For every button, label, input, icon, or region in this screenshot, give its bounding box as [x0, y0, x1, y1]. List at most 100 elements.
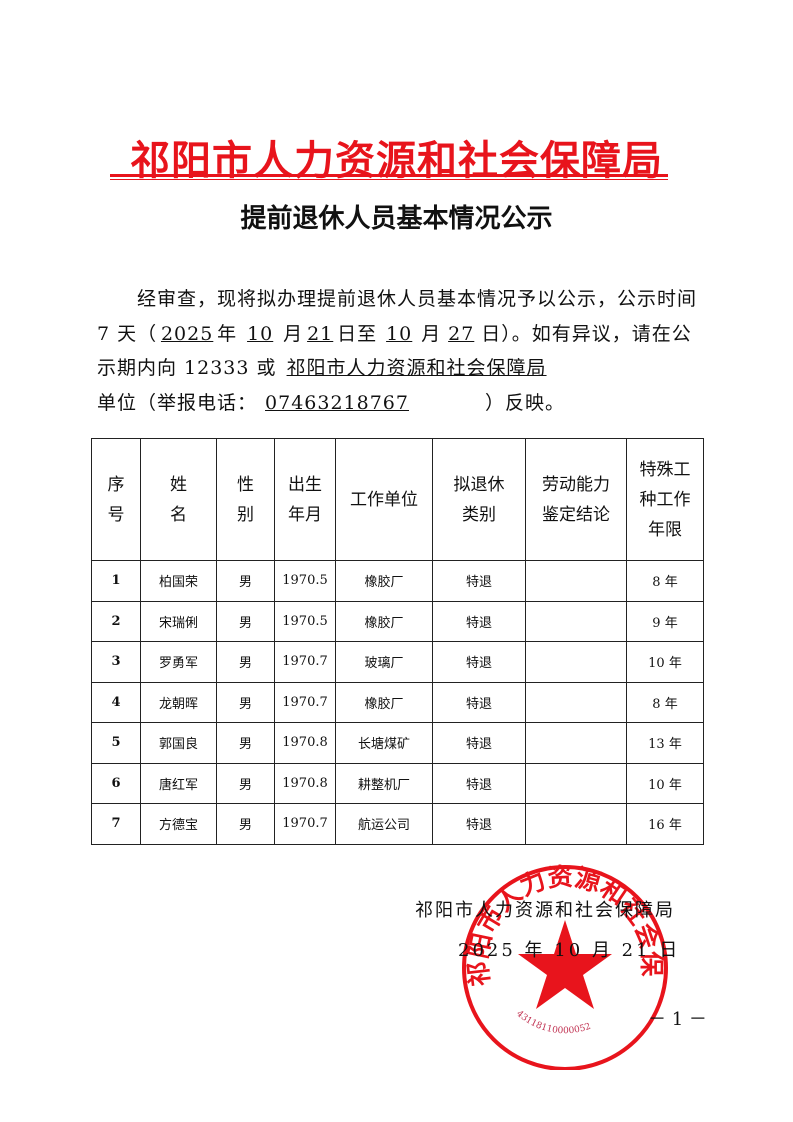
table-cell: 1970.8	[274, 722, 336, 764]
column-header: 出生年月	[274, 438, 336, 561]
table-cell: 男	[216, 762, 275, 804]
table-cell: 特退	[432, 681, 526, 723]
column-header: 劳动能力鉴定结论	[525, 438, 627, 561]
year-field: 2025	[160, 322, 214, 345]
column-header: 特殊工种工作年限	[626, 438, 704, 561]
table-cell: 橡胶厂	[335, 600, 433, 642]
column-header-label: 拟退休类别	[453, 474, 505, 525]
table-cell: 柏国荣	[140, 560, 217, 602]
table-cell: 特退	[432, 600, 526, 642]
table-cell: 特退	[432, 803, 526, 845]
table-cell: 男	[216, 641, 275, 683]
table-cell: 玻璃厂	[335, 641, 433, 683]
table-cell: 1970.5	[274, 560, 336, 602]
table-cell: 1970.7	[274, 681, 336, 723]
text: ）反映。	[485, 391, 566, 414]
table-cell	[525, 681, 627, 723]
table-cell: 8 年	[626, 681, 704, 723]
table-cell: 5	[91, 722, 141, 764]
column-header: 拟退休类别	[432, 438, 526, 561]
notice-text: 经审查，现将拟办理提前退休人员基本情况予以公示，公示时间 7 天（	[97, 288, 698, 345]
table-cell: 1	[91, 560, 141, 602]
table-cell: 1970.7	[274, 641, 336, 683]
month-start: 10	[247, 322, 274, 345]
table-cell: 橡胶厂	[335, 681, 433, 723]
column-header-label: 姓名	[170, 474, 187, 525]
column-header: 工作单位	[335, 438, 433, 561]
table-cell: 耕整机厂	[335, 762, 433, 804]
table-cell: 方德宝	[140, 803, 217, 845]
unit-field: 祁阳市人力资源和社会保障局	[286, 357, 547, 379]
table-cell: 1970.5	[274, 600, 336, 642]
table-cell: 10 年	[626, 641, 704, 683]
table-cell: 1970.8	[274, 762, 336, 804]
table-cell: 宋瑞俐	[140, 600, 217, 642]
month-end: 10	[386, 322, 413, 345]
table-cell: 1970.7	[274, 803, 336, 845]
table-cell: 3	[91, 641, 141, 683]
table-cell: 男	[216, 600, 275, 642]
table-cell: 4	[91, 681, 141, 723]
table-cell: 罗勇军	[140, 641, 217, 683]
table-cell: 特退	[432, 560, 526, 602]
table-cell	[525, 722, 627, 764]
table-cell: 橡胶厂	[335, 560, 433, 602]
table-cell: 2	[91, 600, 141, 642]
table-cell: 长塘煤矿	[335, 722, 433, 764]
table-cell: 男	[216, 722, 275, 764]
table-row: 1 柏国荣男 1970.5 橡胶厂 特退 8 年	[91, 560, 704, 602]
title-rule-thin	[110, 179, 668, 180]
seal-ring	[462, 865, 668, 1070]
sign-date: 2025 年 10 月 21 日	[458, 940, 681, 961]
table-row: 5 郭国良男 1970.8 长塘煤矿 特退 13 年	[91, 722, 704, 764]
phone-field: 07463218767	[265, 391, 409, 414]
column-header: 性别	[216, 438, 275, 561]
table-cell: 10 年	[626, 762, 704, 804]
page-number: － 1 －	[648, 1009, 707, 1030]
table-row: 6 唐红军男 1970.8 耕整机厂 特退 10 年	[91, 762, 704, 804]
column-header: 序号	[91, 438, 141, 561]
day-end: 27	[448, 322, 475, 345]
text: 单位（举报电话：	[97, 391, 258, 414]
table-cell: 9 年	[626, 600, 704, 642]
table-cell: 男	[216, 681, 275, 723]
official-seal: 祁阳市人力资源和社会保障局 43118110000052	[460, 860, 668, 1070]
table-row: 4 龙朝晖男 1970.7 橡胶厂 特退 8 年	[91, 681, 704, 723]
table-row: 2 宋瑞俐男 1970.5 橡胶厂 特退 9 年	[91, 600, 704, 642]
retiree-table: 序号 姓名 性别 出生年月 工作单位 拟退休类别 劳动能力鉴定结论 特殊工种工作年限 1 柏国荣…	[91, 438, 704, 845]
table-cell: 唐红军	[140, 762, 217, 804]
text: 月	[283, 322, 304, 345]
column-header-label: 特殊工种工作年限	[639, 459, 691, 540]
column-header-label: 工作单位	[350, 489, 418, 510]
table-row: 3 罗勇军男 1970.7 玻璃厂 特退 10 年	[91, 641, 704, 683]
table-cell	[525, 762, 627, 804]
table-cell: 13 年	[626, 722, 704, 764]
day-start: 21	[307, 322, 334, 345]
table-cell: 特退	[432, 722, 526, 764]
table-cell	[525, 600, 627, 642]
table-cell: 航运公司	[335, 803, 433, 845]
table-cell: 特退	[432, 641, 526, 683]
table-cell	[525, 560, 627, 602]
doc-subtitle: 提前退休人员基本情况公示	[240, 204, 553, 234]
text: 日）。如有异议，请在公示期内向 12333 或	[97, 322, 692, 380]
table-cell: 8 年	[626, 560, 704, 602]
table-cell: 龙朝晖	[140, 681, 217, 723]
seal-code: 43118110000052	[514, 1009, 592, 1036]
org-title: 祁阳市人力资源和社会保障局	[130, 137, 663, 184]
text: 年	[217, 322, 238, 345]
title-rule-thick	[110, 174, 668, 177]
table-cell	[525, 803, 627, 845]
table-cell: 16 年	[626, 803, 704, 845]
text: 日至	[337, 322, 378, 345]
column-header-label: 性别	[237, 474, 254, 525]
table-cell: 男	[216, 560, 275, 602]
column-header-label: 出生年月	[288, 474, 322, 525]
table-row: 7 方德宝男 1970.7 航运公司 特退 16 年	[91, 803, 704, 845]
signer: 祁阳市人力资源和社会保障局	[415, 900, 675, 921]
table-cell: 男	[216, 803, 275, 845]
star-icon	[518, 920, 612, 1009]
table-cell	[525, 641, 627, 683]
column-header-label: 劳动能力鉴定结论	[542, 474, 610, 525]
